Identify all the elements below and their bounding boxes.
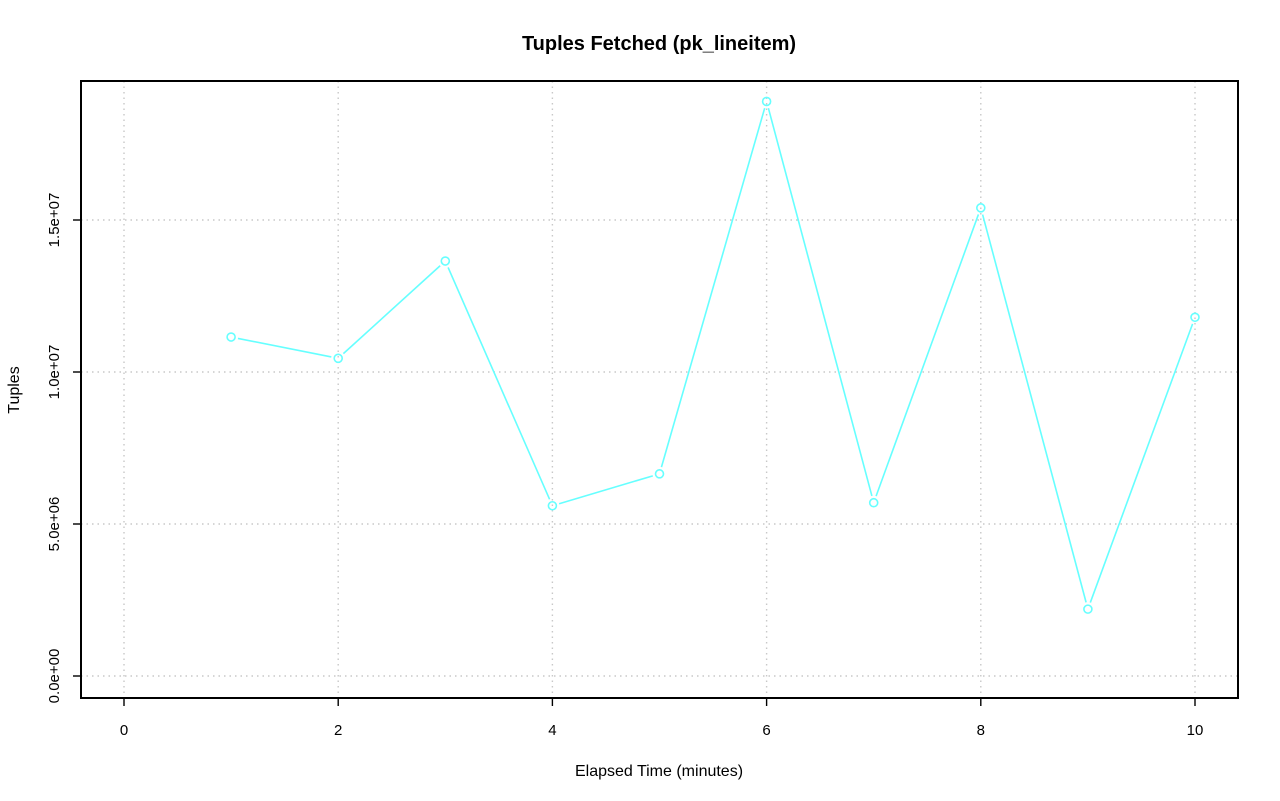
- x-tick-label: 0: [120, 722, 128, 739]
- data-point: [226, 332, 236, 342]
- series-line-segment: [660, 107, 766, 468]
- x-tick-label: 6: [762, 722, 770, 739]
- y-tick-label: 0.0e+00: [46, 649, 63, 704]
- data-point: [654, 469, 665, 479]
- y-axis: 0.0e+00 5.0e+06 1.0e+07 1.5e+07: [46, 193, 81, 704]
- series-line-segment: [342, 265, 441, 355]
- series-line-segment: [558, 475, 654, 505]
- series-line-segment: [875, 214, 980, 497]
- y-tick-label: 1.0e+07: [46, 345, 63, 400]
- data-point: [547, 500, 558, 511]
- x-tick-label: 8: [977, 722, 985, 739]
- x-tick-label: 10: [1187, 722, 1204, 739]
- data-point: [761, 96, 772, 107]
- x-axis: 0 2 4 6 8 10: [120, 698, 1204, 739]
- data-point: [1083, 604, 1093, 614]
- series-line-segment: [767, 107, 873, 497]
- y-tick-label: 5.0e+06: [46, 497, 63, 552]
- y-axis-title: Tuples: [6, 366, 23, 413]
- data-point: [333, 353, 344, 364]
- grid: [81, 81, 1238, 698]
- data-point: [440, 256, 451, 266]
- x-tick-label: 4: [548, 722, 556, 739]
- y-tick-label: 1.5e+07: [46, 193, 63, 248]
- series-line-segment: [1089, 323, 1194, 603]
- x-tick-label: 2: [334, 722, 342, 739]
- x-axis-title: Elapsed Time (minutes): [575, 763, 743, 780]
- series-line-segment: [237, 337, 332, 358]
- series-line-segment: [981, 214, 1087, 603]
- data-point: [975, 203, 986, 213]
- series-group: [226, 96, 1200, 614]
- chart-title: Tuples Fetched (pk_lineitem): [522, 33, 796, 55]
- data-point: [868, 497, 879, 508]
- plot-area-frame: [80, 80, 1239, 699]
- data-point: [1190, 312, 1200, 323]
- series-line-segment: [447, 267, 551, 500]
